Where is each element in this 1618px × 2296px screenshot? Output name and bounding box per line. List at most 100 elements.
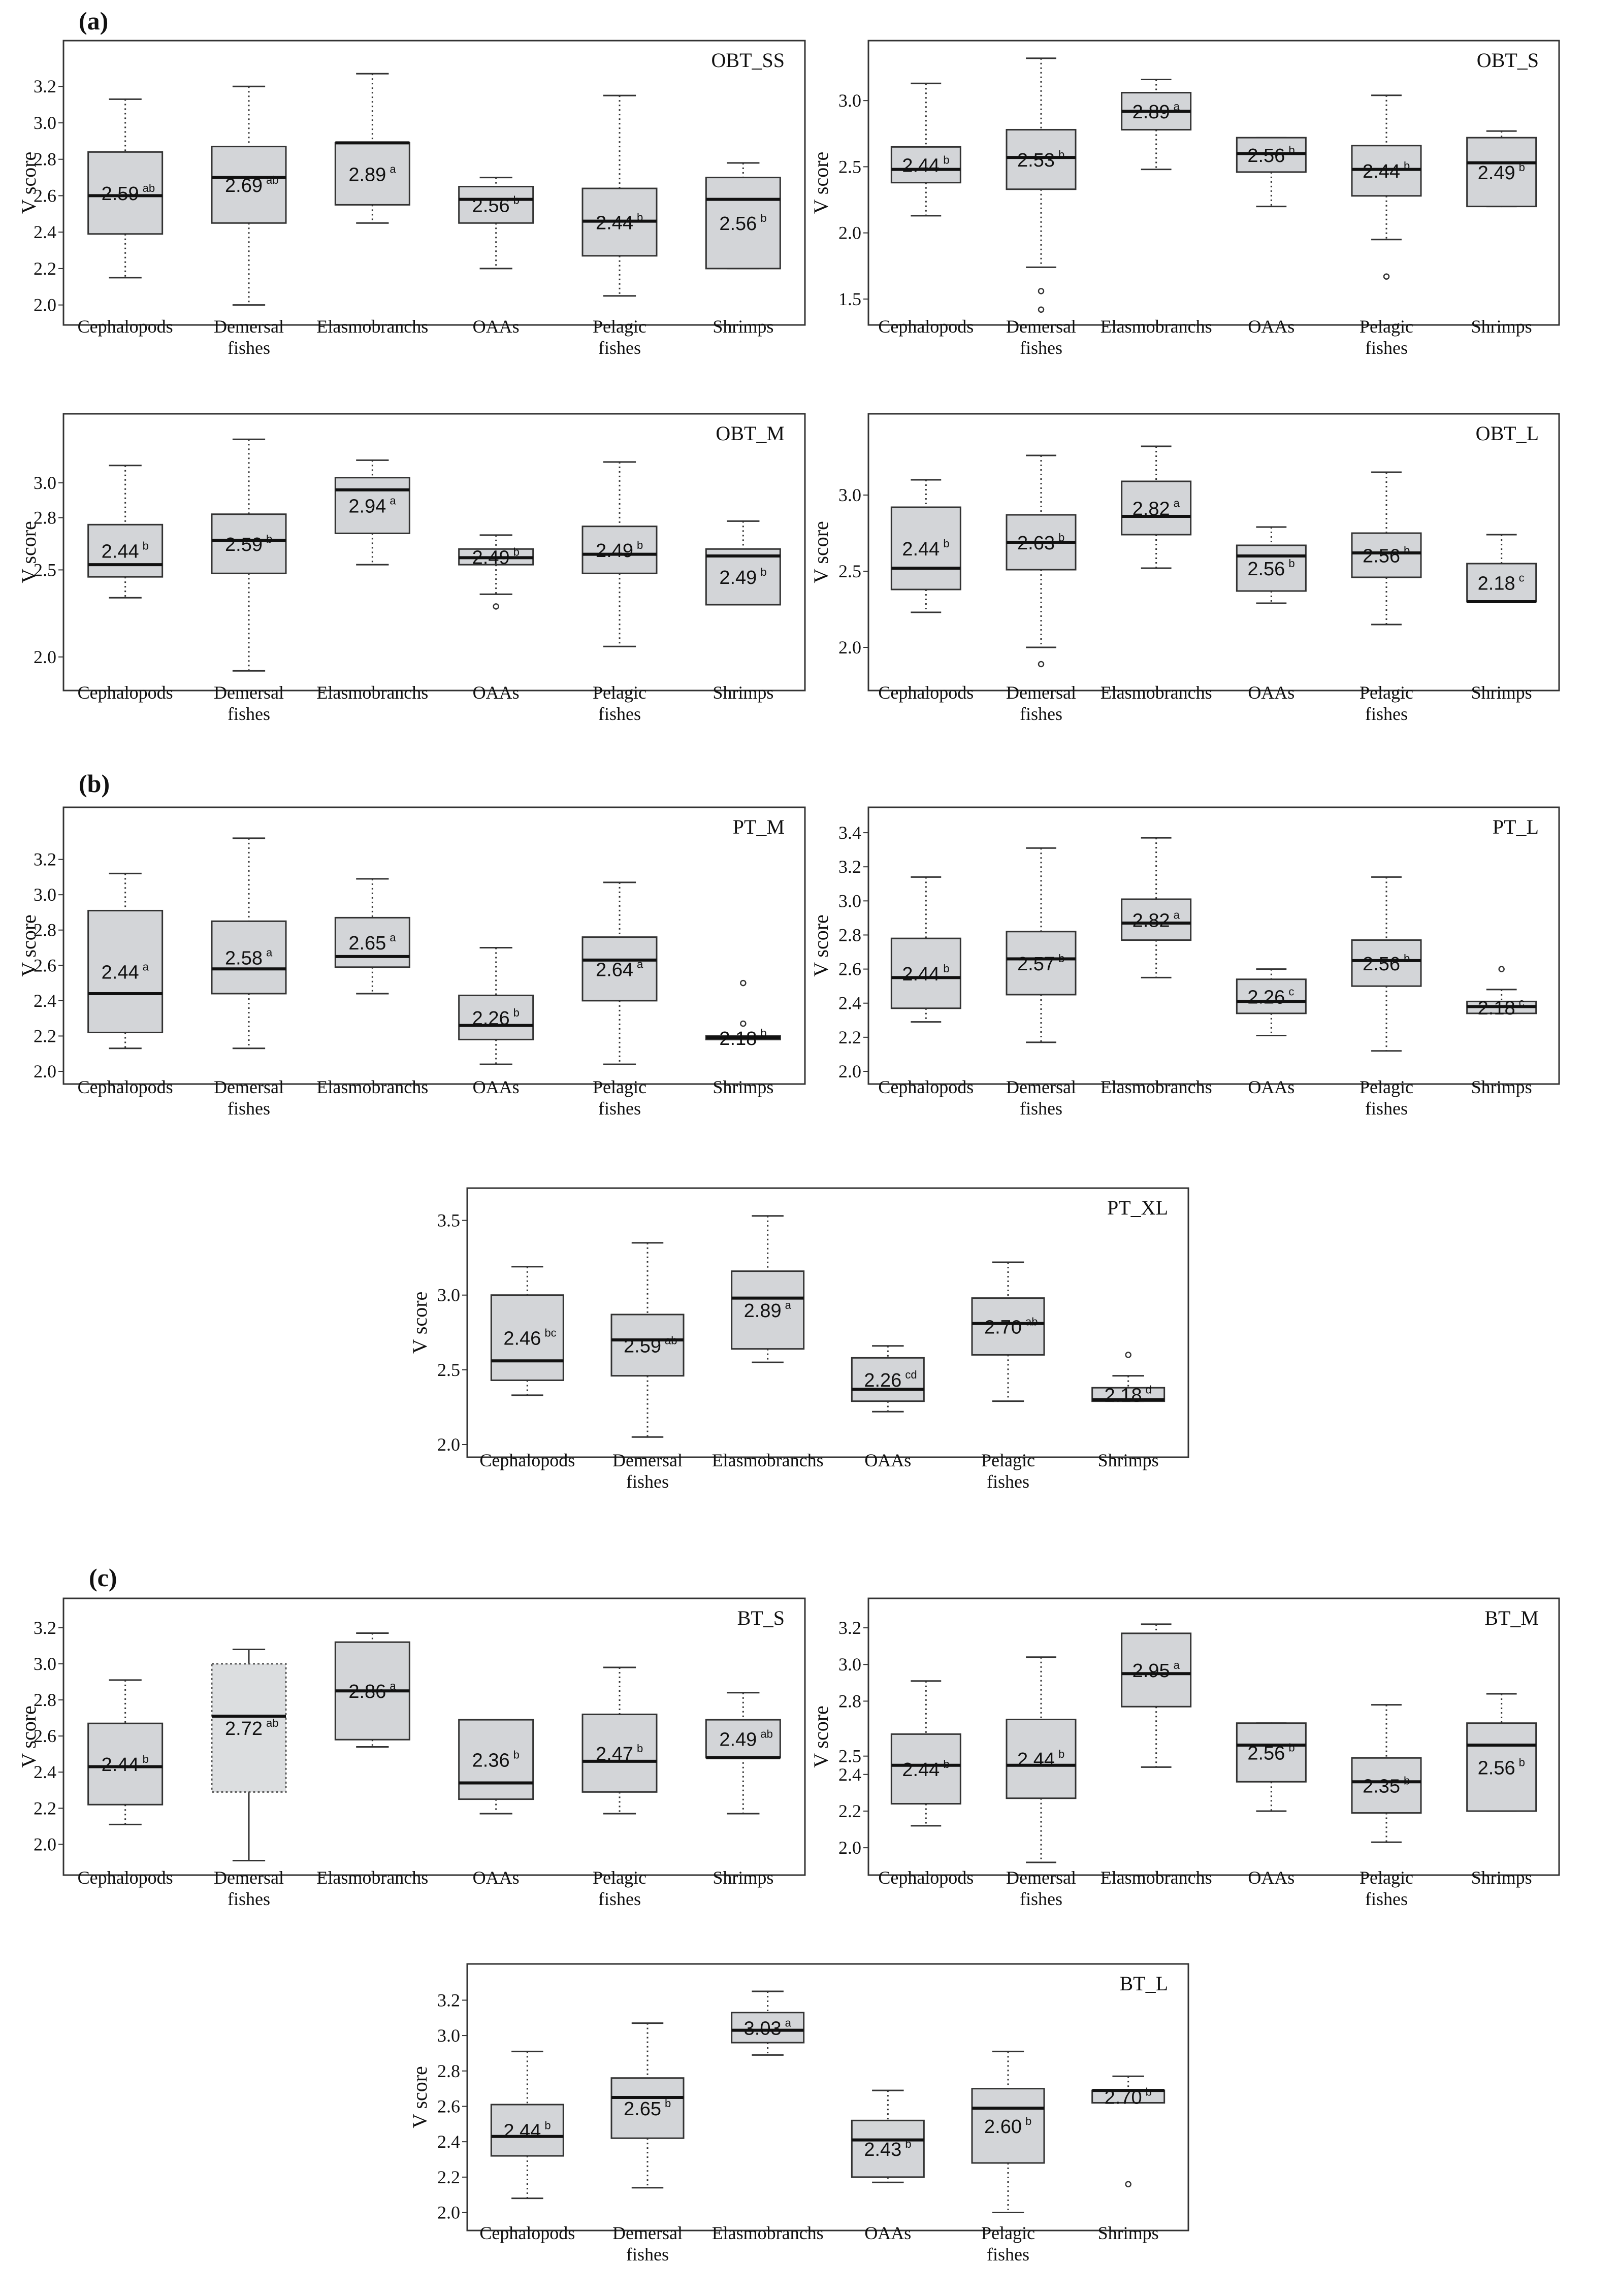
mean-label: 2.44 xyxy=(902,155,940,177)
panel-OBT_SS: OBT_SS2.02.22.42.62.83.03.2V score 2.59 ab… xyxy=(17,40,806,358)
category-label: fishes xyxy=(1365,704,1408,724)
mean-label: 2.65 xyxy=(348,933,386,954)
y-tick-label: 3.2 xyxy=(437,1990,460,2010)
outlier-point xyxy=(1038,288,1045,294)
y-tick-label: 2.6 xyxy=(437,2096,460,2116)
mean-label: 2.70 xyxy=(984,1317,1022,1338)
box-oaas: 2.36 b OAAs xyxy=(458,1719,534,1888)
box-shrimps: 2.18 c Shrimps xyxy=(1466,534,1537,703)
iqr-box xyxy=(1236,1722,1307,1783)
panel-title: OBT_S xyxy=(1477,49,1539,72)
iqr-box xyxy=(1236,544,1307,592)
significance-letter: b xyxy=(1058,531,1064,544)
y-axis-label: V score xyxy=(810,152,832,214)
outlier-point xyxy=(493,603,499,610)
significance-letter: ab xyxy=(266,174,278,186)
category-label: Demersal xyxy=(214,316,284,337)
iqr-box xyxy=(731,1270,805,1350)
category-label: Demersal xyxy=(1006,316,1076,337)
panel-PT_M: PT_M 2.0 2.2 2.4 2.6 2.8 3.0 3.2 V score 2.44 a Cep… xyxy=(17,806,806,1119)
box-oaas: 2.56 b OAAs xyxy=(1236,526,1307,703)
iqr-box xyxy=(490,2104,564,2157)
y-tick-label: 2.2 xyxy=(838,1801,861,1821)
category-label: Demersal xyxy=(214,1077,284,1097)
panel-title: BT_S xyxy=(737,1606,785,1629)
significance-letter: b xyxy=(1288,557,1295,570)
panel-OBT_S: OBT_S1.52.02.53.0V score 2.44 bCephalopods… xyxy=(810,40,1560,358)
significance-letter: b xyxy=(637,1742,643,1755)
y-tick-label: 1.5 xyxy=(838,289,861,309)
significance-letter: a xyxy=(390,162,396,175)
significance-letter: c xyxy=(1288,985,1294,998)
category-label: OAAs xyxy=(473,1077,520,1097)
category-label: fishes xyxy=(228,1098,270,1119)
y-tick-label: 3.0 xyxy=(34,1654,56,1674)
category-label: Elasmobranchs xyxy=(712,2223,824,2243)
iqr-box xyxy=(458,1719,534,1800)
box-oaas: 2.49 b OAAs xyxy=(458,534,534,703)
outlier-point xyxy=(1038,306,1045,313)
box-cephalopods: 2.44 b Cephalopods xyxy=(878,1680,974,1888)
category-label: Cephalopods xyxy=(878,682,974,703)
iqr-box xyxy=(731,2012,805,2044)
category-label: Pelagic xyxy=(981,1450,1035,1470)
mean-label: 3.03 xyxy=(744,2018,782,2039)
category-label: fishes xyxy=(598,704,641,724)
category-label: fishes xyxy=(598,1098,641,1119)
box-cephalopods: 2.44 b Cephalopods xyxy=(479,2050,575,2243)
y-tick-label: 2.4 xyxy=(437,2131,460,2152)
mean-label: 2.89 xyxy=(744,1300,782,1322)
iqr-box xyxy=(211,513,287,574)
mean-label: 2.69 xyxy=(225,175,263,196)
mean-label: 2.82 xyxy=(1132,910,1170,931)
y-tick-label: 2.0 xyxy=(838,223,861,243)
panel-title: BT_L xyxy=(1119,1972,1168,1995)
box-oaas: 2.26 c OAAs xyxy=(1236,968,1307,1097)
significance-letter: b xyxy=(544,2119,551,2132)
iqr-box xyxy=(1006,1718,1077,1799)
category-label: Elasmobranchs xyxy=(1101,1867,1212,1888)
significance-letter: cd xyxy=(905,1368,917,1381)
box-cephalopods: 2.44 b Cephalopods xyxy=(878,876,974,1097)
mean-label: 2.49 xyxy=(472,547,510,569)
significance-letter: b xyxy=(513,546,520,559)
panel-frame xyxy=(867,413,1560,692)
y-tick-label: 2.5 xyxy=(34,560,56,580)
category-label: Shrimps xyxy=(713,682,773,703)
significance-letter: a xyxy=(637,958,643,970)
category-label: OAAs xyxy=(864,2223,911,2243)
category-label: Elasmobranchs xyxy=(1101,682,1212,703)
category-label: Shrimps xyxy=(1471,1077,1532,1097)
mean-label: 2.49 xyxy=(596,540,633,562)
iqr-box xyxy=(1351,532,1422,578)
section-label-b: (b) xyxy=(79,769,110,798)
y-tick-label: 2.8 xyxy=(838,1691,861,1711)
iqr-box xyxy=(1466,1722,1537,1812)
iqr-box xyxy=(971,2088,1045,2164)
mean-label: 2.56 xyxy=(472,195,510,216)
significance-letter: b xyxy=(266,533,272,545)
category-label: Cephalopods xyxy=(78,682,173,703)
box-cephalopods: 2.44 a Cephalopods xyxy=(78,872,173,1097)
category-label: OAAs xyxy=(473,682,520,703)
category-label: Cephalopods xyxy=(479,2223,575,2243)
category-label: Elasmobranchs xyxy=(316,316,428,337)
box-shrimps: 2.49 b Shrimps xyxy=(1466,130,1537,337)
y-tick-label: 3.2 xyxy=(838,857,861,877)
y-tick-label: 2.0 xyxy=(437,2203,460,2223)
panel-PT_L: PT_L2.02.22.42.62.83.03.23.4V score 2.44 b… xyxy=(810,806,1560,1119)
significance-letter: b xyxy=(1404,952,1410,965)
panel-title: PT_XL xyxy=(1107,1196,1168,1219)
significance-letter: b xyxy=(1058,1748,1064,1760)
category-label: Elasmobranchs xyxy=(1101,1077,1212,1097)
mean-label: 2.56 xyxy=(1247,559,1285,580)
y-axis-label: V score xyxy=(810,914,832,977)
mean-label: 2.18 xyxy=(719,1028,757,1049)
box-oaas: 2.26 b OAAs xyxy=(458,947,534,1097)
category-label: Pelagic xyxy=(593,682,646,703)
